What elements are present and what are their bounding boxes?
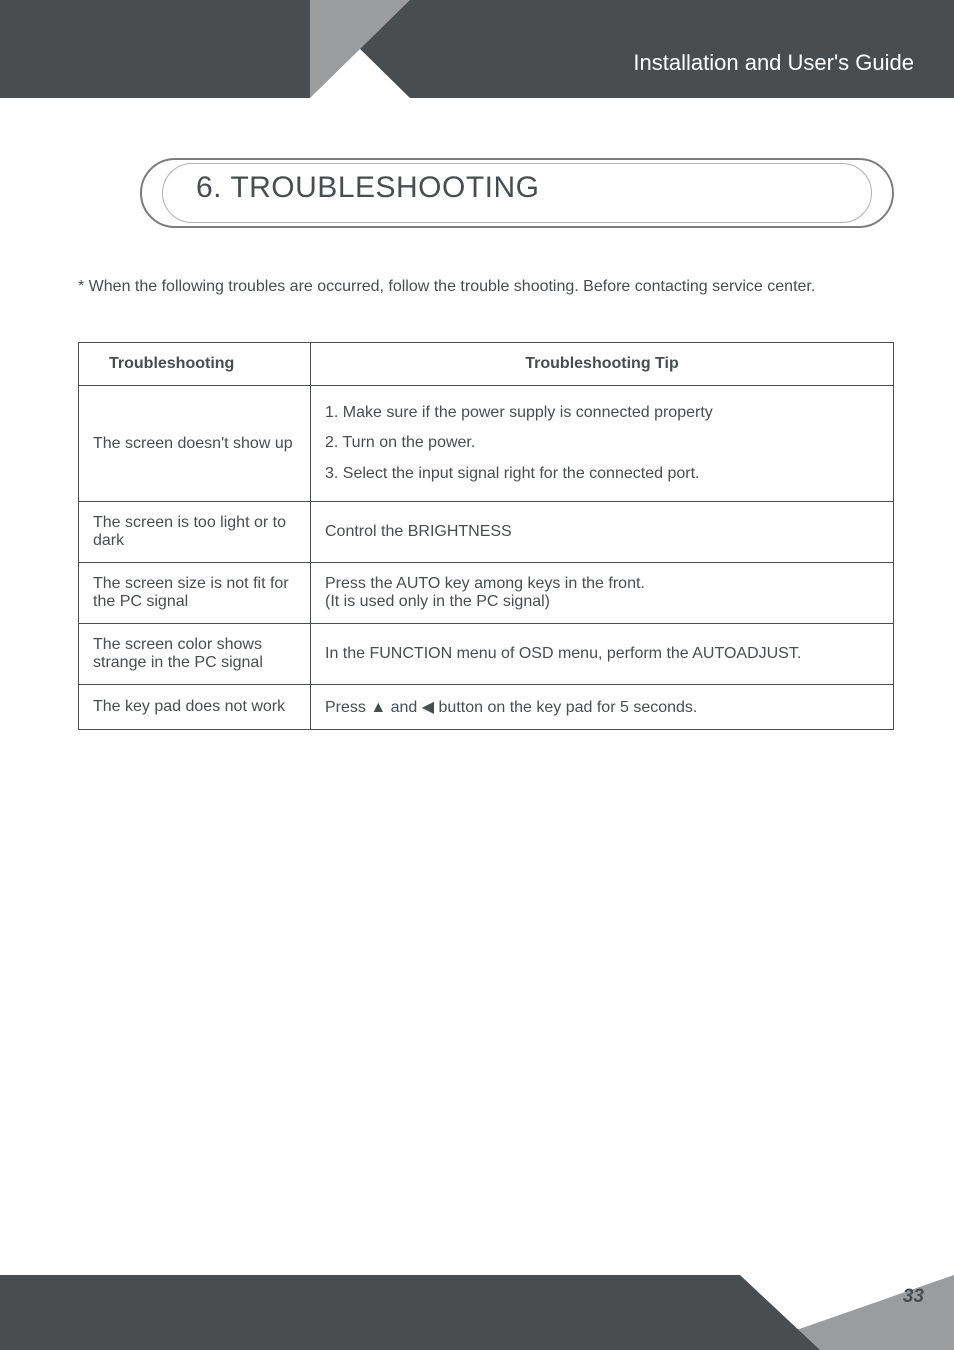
section-heading-text: 6. TROUBLESHOOTING xyxy=(196,171,540,205)
tip-cell: Press ▲ and ◀ button on the key pad for … xyxy=(311,685,894,730)
problem-cell: The screen size is not fit for the PC si… xyxy=(79,563,311,624)
header-left-bar xyxy=(0,0,310,98)
tip-cell: In the FUNCTION menu of OSD menu, perfor… xyxy=(311,624,894,685)
col-header-problem: Troubleshooting xyxy=(79,343,311,386)
section-heading: 6. TROUBLESHOOTING xyxy=(140,158,894,228)
col-header-tip: Troubleshooting Tip xyxy=(311,343,894,386)
tip-cell: 1. Make sure if the power supply is conn… xyxy=(311,386,894,502)
problem-cell: The screen is too light or to dark xyxy=(79,502,311,563)
page-number: 33 xyxy=(903,1286,924,1308)
problem-cell: The key pad does not work xyxy=(79,685,311,730)
header-triangle xyxy=(310,0,410,98)
table-row: The screen color shows strange in the PC… xyxy=(79,624,894,685)
tip-cell: Press the AUTO key among keys in the fro… xyxy=(311,563,894,624)
page-footer: 33 xyxy=(0,1275,954,1350)
table-row: The screen size is not fit for the PC si… xyxy=(79,563,894,624)
troubleshooting-table: Troubleshooting Troubleshooting Tip The … xyxy=(78,342,894,730)
page-header: Installation and User's Guide xyxy=(0,0,954,98)
table-row: The key pad does not work Press ▲ and ◀ … xyxy=(79,685,894,730)
problem-cell: The screen doesn't show up xyxy=(79,386,311,502)
tip-cell: Control the BRIGHTNESS xyxy=(311,502,894,563)
table-header-row: Troubleshooting Troubleshooting Tip xyxy=(79,343,894,386)
header-title: Installation and User's Guide xyxy=(633,50,914,76)
problem-cell: The screen color shows strange in the PC… xyxy=(79,624,311,685)
intro-note: * When the following troubles are occurr… xyxy=(78,278,894,296)
table-row: The screen doesn't show up 1. Make sure … xyxy=(79,386,894,502)
table-row: The screen is too light or to dark Contr… xyxy=(79,502,894,563)
